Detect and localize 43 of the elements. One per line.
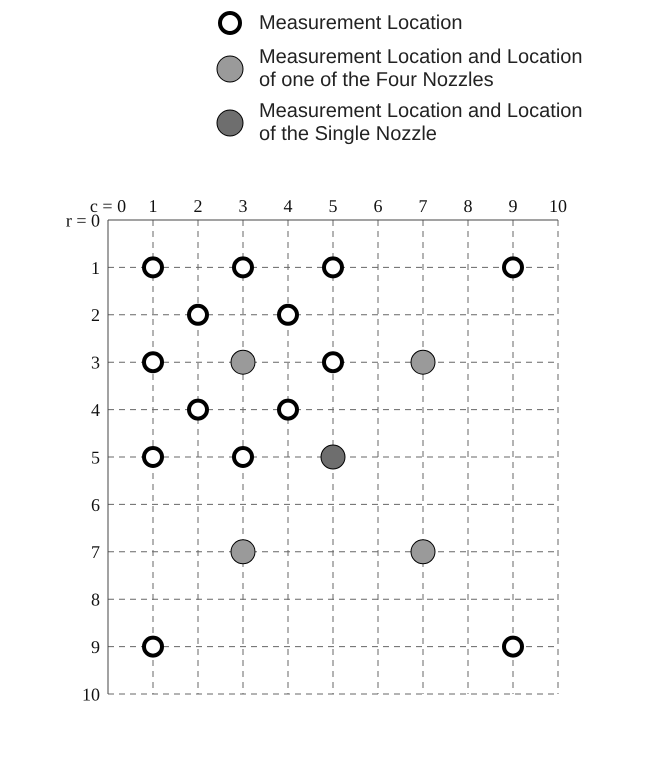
x-tick-label: 3 bbox=[238, 196, 248, 216]
x-tick-label: 4 bbox=[284, 196, 292, 216]
point bbox=[230, 539, 256, 564]
legend-label: Measurement Location bbox=[259, 12, 464, 34]
y-tick-label: 8 bbox=[91, 590, 100, 610]
point bbox=[187, 398, 209, 421]
y-tick-label: 6 bbox=[91, 494, 100, 515]
y-tick-label: 3 bbox=[91, 352, 100, 373]
x-tick-label: 6 bbox=[374, 196, 382, 216]
x-tick-label: c = 0 bbox=[90, 196, 126, 216]
point bbox=[142, 256, 164, 278]
point bbox=[502, 256, 524, 278]
x-tick-label: 10 bbox=[549, 196, 567, 216]
y-tick-label: 5 bbox=[91, 447, 100, 468]
point bbox=[232, 256, 254, 278]
point bbox=[410, 350, 436, 375]
point bbox=[322, 351, 344, 374]
y-tick-label: 10 bbox=[82, 684, 100, 704]
point bbox=[142, 446, 164, 468]
point bbox=[187, 304, 209, 326]
point bbox=[142, 351, 164, 374]
point bbox=[320, 444, 346, 470]
x-tick-label: 5 bbox=[328, 196, 338, 216]
point bbox=[142, 636, 164, 658]
y-tick-label: 9 bbox=[91, 636, 100, 657]
x-tick-label: 2 bbox=[194, 196, 202, 216]
x-tick-label: 7 bbox=[418, 196, 428, 216]
point bbox=[232, 446, 254, 468]
y-tick-label: 1 bbox=[91, 258, 100, 278]
point bbox=[322, 256, 344, 278]
point bbox=[410, 539, 436, 564]
point bbox=[502, 636, 524, 658]
x-tick-label: 1 bbox=[148, 196, 158, 216]
y-tick-label: 7 bbox=[91, 542, 100, 562]
x-tick-label: 9 bbox=[508, 196, 518, 216]
x-tick-label: 8 bbox=[464, 196, 472, 216]
y-tick-label: 2 bbox=[91, 305, 100, 326]
legend-label: Measurement Location and Location of one of the Four Nozzles bbox=[259, 46, 584, 92]
point bbox=[277, 398, 299, 421]
point bbox=[230, 350, 256, 375]
y-tick-label: 4 bbox=[91, 400, 100, 420]
legend-label: Measurement Location and Location of the Single Nozzle bbox=[259, 100, 584, 146]
point bbox=[277, 304, 299, 326]
